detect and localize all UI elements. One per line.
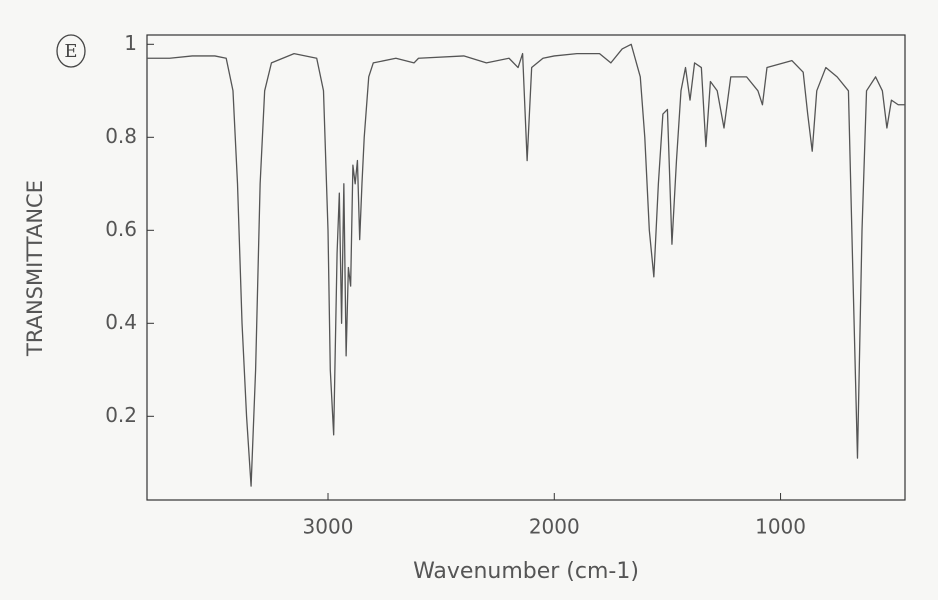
plot-frame — [146, 34, 906, 501]
annotation: E — [64, 41, 77, 62]
y-tick-label: 0.2 — [105, 403, 137, 427]
y-axis-label: TRANSMITTANCE — [23, 180, 47, 357]
x-tick-label: 3000 — [303, 515, 354, 539]
y-tick-label: 0.6 — [105, 217, 137, 241]
x-axis-label: Wavenumber (cm-1) — [413, 559, 639, 584]
x-tick-label: 2000 — [529, 515, 580, 539]
y-tick-label: 0.4 — [105, 310, 137, 334]
x-tick-label: 1000 — [755, 515, 806, 539]
annotation-circle — [56, 34, 86, 68]
y-tick-label: 0.8 — [105, 124, 137, 148]
spectrum-line — [147, 43, 905, 487]
y-tick-label: 1 — [124, 31, 137, 55]
